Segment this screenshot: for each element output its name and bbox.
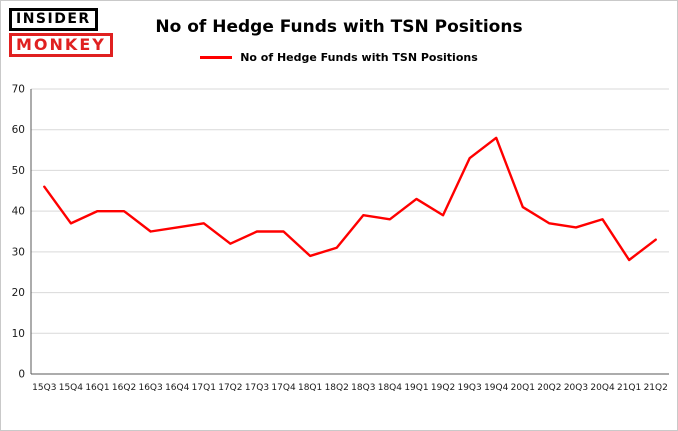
- x-tick-label: 16Q2: [112, 383, 136, 393]
- x-tick-label: 21Q1: [617, 383, 641, 393]
- y-tick-label: 30: [12, 246, 25, 258]
- legend-label: No of Hedge Funds with TSN Positions: [240, 51, 478, 64]
- y-tick-label: 40: [12, 206, 25, 218]
- logo-monkey-text: MONKEY: [9, 33, 113, 57]
- y-tick-label: 70: [12, 84, 25, 96]
- x-tick-label: 18Q1: [298, 383, 322, 393]
- logo-insider-text: INSIDER: [9, 8, 98, 31]
- x-tick-label: 15Q3: [32, 383, 56, 393]
- x-tick-label: 17Q4: [271, 383, 296, 393]
- chart-header: INSIDER MONKEY No of Hedge Funds with TS…: [1, 1, 677, 79]
- x-tick-label: 16Q3: [138, 383, 162, 393]
- x-tick-label: 18Q2: [325, 383, 349, 393]
- x-tick-label: 18Q4: [378, 383, 403, 393]
- x-tick-label: 20Q4: [590, 383, 615, 393]
- y-tick-label: 0: [18, 369, 25, 381]
- y-tick-label: 60: [12, 124, 25, 136]
- insider-monkey-logo: INSIDER MONKEY: [9, 8, 113, 57]
- legend-line-swatch: [200, 56, 233, 59]
- x-tick-label: 19Q4: [484, 383, 509, 393]
- x-tick-label: 15Q4: [59, 383, 84, 393]
- x-tick-label: 18Q3: [351, 383, 375, 393]
- y-tick-label: 10: [12, 328, 25, 340]
- x-tick-label: 19Q3: [457, 383, 481, 393]
- y-tick-label: 20: [12, 287, 25, 299]
- x-tick-label: 16Q4: [165, 383, 190, 393]
- x-tick-label: 17Q2: [218, 383, 242, 393]
- x-tick-label: 17Q1: [192, 383, 216, 393]
- x-tick-label: 19Q1: [404, 383, 428, 393]
- x-tick-label: 20Q1: [511, 383, 535, 393]
- x-tick-label: 17Q3: [245, 383, 269, 393]
- x-tick-label: 19Q2: [431, 383, 455, 393]
- y-tick-label: 50: [12, 165, 25, 177]
- x-tick-label: 20Q2: [537, 383, 561, 393]
- series-line: [43, 136, 657, 262]
- x-tick-label: 20Q3: [564, 383, 588, 393]
- x-tick-label: 21Q2: [644, 383, 668, 393]
- x-tick-label: 16Q1: [85, 383, 109, 393]
- page-title: No of Hedge Funds with TSN Positions: [155, 17, 523, 37]
- legend: No of Hedge Funds with TSN Positions: [1, 51, 677, 64]
